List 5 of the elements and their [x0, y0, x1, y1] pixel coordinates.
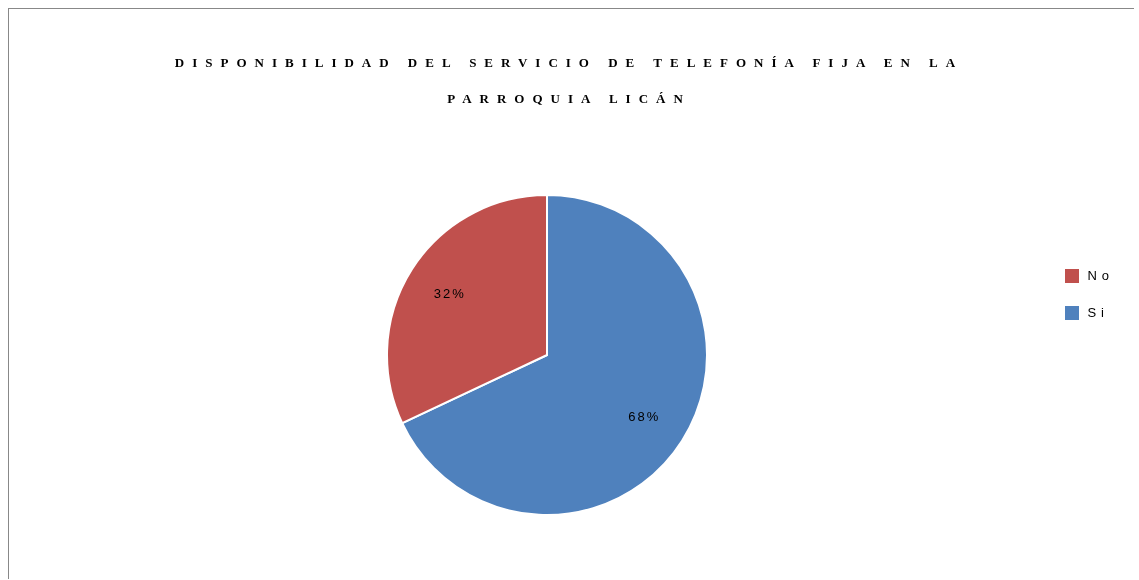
data-label: 32% [433, 285, 466, 301]
chart-title: DISPONIBILIDAD DEL SERVICIO DE TELEFONÍA FIJA EN LA PARROQUIA LICÁN [174, 55, 964, 106]
legend-label: No [1087, 268, 1114, 283]
data-label: 68% [628, 409, 661, 425]
legend-label: Si [1087, 305, 1109, 320]
